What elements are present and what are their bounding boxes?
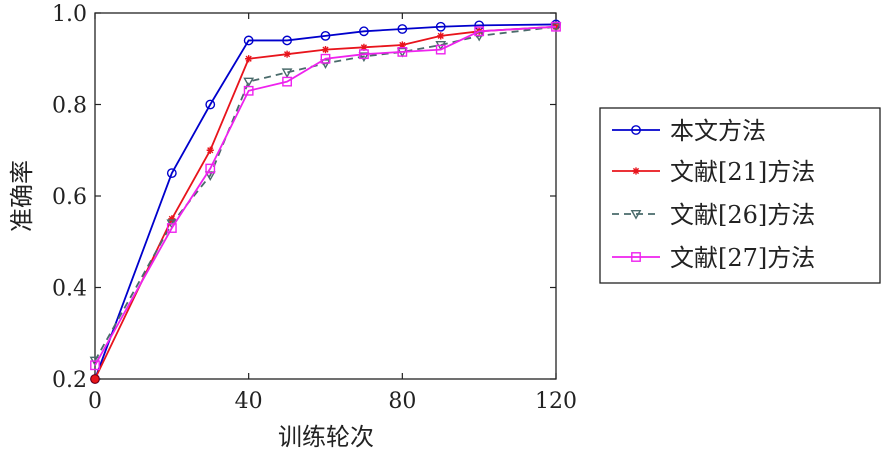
data-point	[205, 99, 216, 110]
data-point	[437, 32, 445, 40]
legend-marker	[631, 252, 641, 262]
data-point	[243, 77, 255, 88]
data-point	[90, 360, 100, 371]
data-point	[474, 26, 485, 37]
data-point	[282, 35, 292, 46]
legend-item: 文献[21]方法	[612, 158, 815, 186]
data-point	[282, 76, 292, 87]
series-line	[94, 23, 557, 380]
plot-frame	[94, 12, 557, 380]
data-point	[243, 85, 254, 96]
y-axis-label: 准确率	[8, 160, 36, 232]
y-tick-label: 0.4	[52, 277, 87, 302]
y-tick-label: 1.0	[52, 2, 87, 27]
y-tick-label: 0.6	[52, 185, 87, 210]
data-point	[320, 59, 331, 69]
legend-box	[599, 107, 881, 284]
x-tick-label: 120	[535, 389, 577, 414]
y-tick-label: 0.8	[52, 94, 87, 119]
legend-item: 文献[27]方法	[612, 244, 815, 272]
origin-point	[90, 374, 100, 384]
data-point	[359, 49, 369, 60]
series-group	[90, 21, 561, 371]
x-tick-label: 40	[235, 389, 263, 414]
x-tick-label: 0	[88, 389, 102, 414]
data-point	[321, 46, 330, 54]
data-point	[435, 44, 446, 55]
data-point	[473, 31, 485, 42]
plot-area	[89, 19, 562, 384]
data-point	[283, 50, 291, 58]
data-point	[166, 223, 177, 233]
legend-marker	[631, 125, 641, 135]
data-point	[206, 146, 214, 154]
x-tick-label: 80	[388, 389, 416, 414]
legend-label: 本文方法	[670, 117, 766, 145]
data-point	[245, 55, 253, 63]
data-point	[281, 68, 293, 79]
legend-label: 文献[21]方法	[670, 158, 815, 186]
axis-ticks: 0 40 80 120 0.2 0.4 0.6 0.8 1.0	[52, 2, 577, 414]
data-point	[397, 46, 408, 57]
legend-marker	[630, 209, 642, 220]
data-point	[398, 41, 406, 49]
data-point	[168, 215, 176, 223]
legend-item: 本文方法	[612, 117, 766, 145]
y-tick-label: 0.2	[52, 368, 87, 393]
data-point	[320, 30, 331, 41]
data-point	[320, 53, 331, 64]
legend-label: 文献[27]方法	[670, 244, 815, 272]
legend-label: 文献[26]方法	[670, 201, 815, 229]
data-point	[435, 21, 446, 32]
x-axis-label: 训练轮次	[278, 423, 374, 451]
legend-item: 文献[26]方法	[612, 201, 815, 229]
legend-marker	[632, 167, 640, 175]
data-point	[359, 26, 369, 37]
series-line	[94, 25, 557, 366]
data-point	[358, 52, 370, 63]
data-point	[360, 43, 368, 51]
data-point	[397, 24, 408, 34]
data-point	[205, 163, 216, 174]
data-point	[243, 35, 254, 46]
data-point	[166, 168, 177, 179]
data-point	[551, 21, 561, 32]
